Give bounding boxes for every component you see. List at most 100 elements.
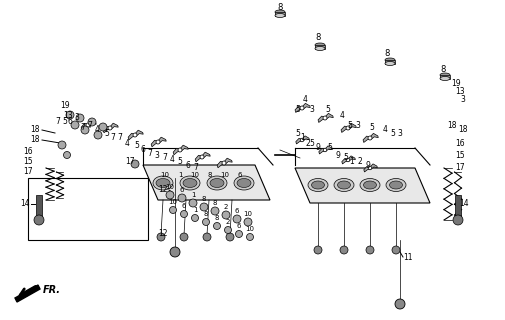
Text: 3: 3 — [460, 95, 465, 105]
Circle shape — [58, 141, 66, 149]
Text: 2: 2 — [225, 219, 230, 225]
Circle shape — [222, 161, 226, 165]
Text: 1: 1 — [190, 192, 195, 198]
Text: 4: 4 — [169, 156, 174, 164]
Text: 5: 5 — [177, 157, 182, 166]
Circle shape — [108, 126, 112, 130]
Text: 13: 13 — [63, 110, 73, 119]
Circle shape — [199, 203, 208, 211]
Text: 17: 17 — [454, 164, 464, 172]
Ellipse shape — [384, 61, 394, 66]
Text: 1: 1 — [300, 133, 305, 142]
Ellipse shape — [337, 181, 350, 189]
Ellipse shape — [315, 43, 324, 47]
Text: FR.: FR. — [43, 285, 61, 295]
Text: 14: 14 — [20, 199, 30, 209]
Circle shape — [99, 123, 107, 131]
Text: 3: 3 — [74, 114, 79, 123]
Circle shape — [88, 118, 96, 126]
Polygon shape — [294, 168, 429, 203]
Polygon shape — [103, 123, 118, 133]
Circle shape — [202, 219, 209, 226]
Ellipse shape — [183, 179, 196, 188]
Text: 18: 18 — [30, 125, 40, 134]
Circle shape — [199, 155, 204, 159]
Text: 5: 5 — [347, 121, 352, 130]
Ellipse shape — [156, 179, 170, 188]
Text: 5: 5 — [343, 154, 348, 163]
Bar — [36, 195, 42, 217]
Text: 10: 10 — [245, 226, 254, 232]
Polygon shape — [81, 120, 96, 130]
Text: 5: 5 — [390, 129, 394, 138]
Text: 10: 10 — [243, 211, 252, 217]
Text: 6: 6 — [185, 161, 190, 170]
Ellipse shape — [359, 179, 379, 191]
Ellipse shape — [315, 46, 324, 51]
Text: 3: 3 — [309, 106, 314, 115]
Text: 8: 8 — [439, 66, 445, 75]
Circle shape — [394, 299, 404, 309]
Text: 18: 18 — [30, 135, 40, 145]
Bar — [454, 195, 460, 217]
Text: 2: 2 — [305, 139, 310, 148]
Text: 4: 4 — [339, 110, 344, 119]
Text: 6: 6 — [236, 223, 241, 229]
Text: 4: 4 — [124, 139, 129, 148]
Text: 8: 8 — [212, 200, 217, 206]
Ellipse shape — [311, 181, 324, 189]
Text: 6: 6 — [237, 172, 242, 178]
Polygon shape — [128, 130, 143, 140]
Circle shape — [94, 131, 102, 139]
Circle shape — [391, 246, 399, 254]
Ellipse shape — [439, 76, 449, 81]
Circle shape — [235, 230, 242, 237]
Ellipse shape — [233, 176, 254, 190]
Bar — [439, 75, 449, 78]
Polygon shape — [15, 285, 40, 302]
Polygon shape — [143, 165, 270, 200]
Circle shape — [232, 215, 240, 223]
Text: 17: 17 — [23, 167, 33, 177]
Text: 7: 7 — [111, 133, 115, 142]
Text: 1: 1 — [349, 157, 354, 166]
Ellipse shape — [180, 176, 199, 190]
Circle shape — [322, 116, 326, 120]
Polygon shape — [318, 113, 333, 123]
Text: 10: 10 — [160, 172, 169, 178]
Text: 9: 9 — [365, 161, 370, 170]
Text: 8: 8 — [315, 34, 320, 43]
Circle shape — [178, 148, 182, 152]
Text: 19: 19 — [450, 78, 460, 87]
Text: 5: 5 — [105, 129, 109, 138]
Circle shape — [339, 246, 347, 254]
Text: 3: 3 — [397, 129, 401, 138]
Polygon shape — [363, 164, 377, 172]
Circle shape — [169, 206, 176, 213]
Ellipse shape — [363, 181, 376, 189]
Text: 10: 10 — [168, 199, 177, 205]
Polygon shape — [151, 137, 166, 147]
Circle shape — [166, 191, 174, 199]
Polygon shape — [173, 145, 188, 155]
Circle shape — [211, 207, 219, 215]
Polygon shape — [341, 156, 355, 164]
Text: 1: 1 — [177, 172, 182, 178]
Circle shape — [203, 233, 211, 241]
Text: 4: 4 — [94, 125, 99, 134]
Polygon shape — [295, 136, 309, 144]
Text: 5: 5 — [327, 143, 332, 153]
Text: 7: 7 — [117, 133, 122, 142]
Text: 6: 6 — [140, 146, 145, 155]
Text: 8: 8 — [208, 172, 212, 178]
Text: 10: 10 — [165, 184, 174, 190]
Ellipse shape — [274, 10, 284, 14]
Ellipse shape — [236, 179, 250, 188]
Text: 11: 11 — [402, 253, 412, 262]
Text: 8: 8 — [277, 3, 282, 12]
Polygon shape — [318, 146, 332, 154]
Text: 15: 15 — [454, 150, 464, 159]
Bar — [28, 178, 147, 240]
Text: 6: 6 — [68, 117, 72, 126]
Text: 5: 5 — [134, 140, 139, 149]
